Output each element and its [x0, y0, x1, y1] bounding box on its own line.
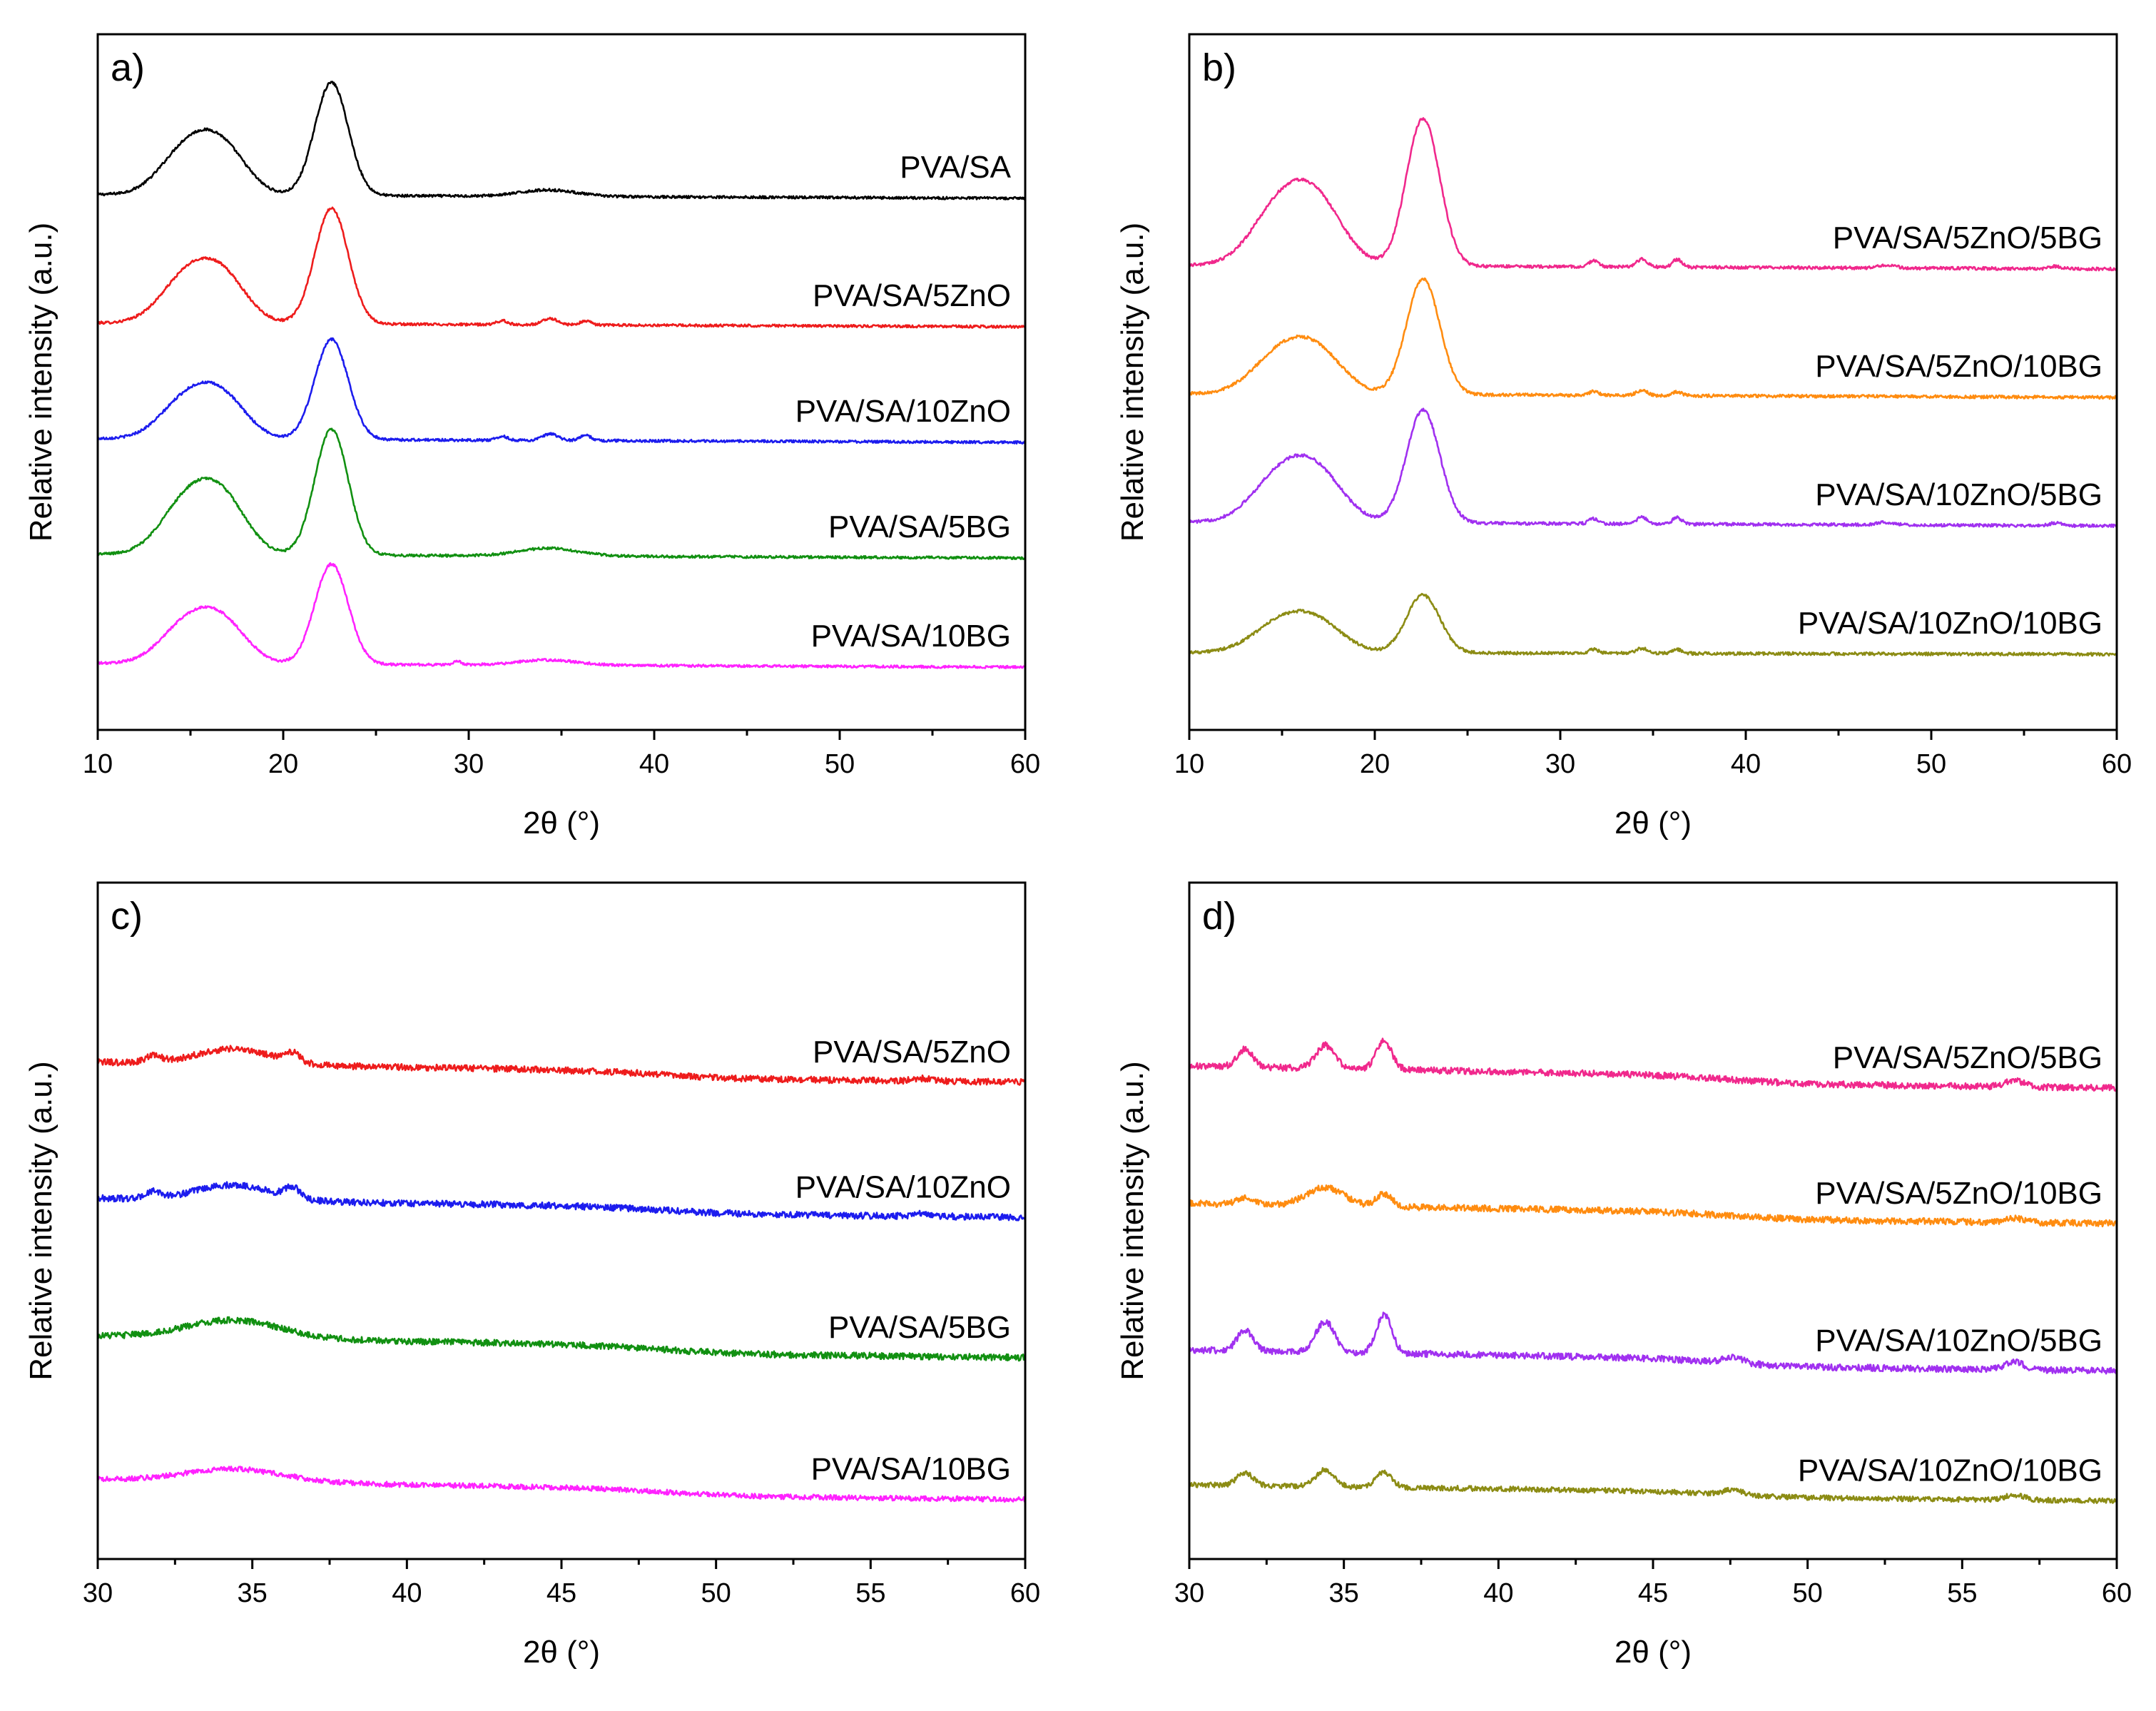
x-tick-label: 10	[83, 749, 113, 779]
series-label: PVA/SA/5ZnO/10BG	[1815, 349, 2102, 384]
x-tick-label: 35	[238, 1578, 268, 1608]
series-label: PVA/SA/10ZnO	[795, 394, 1011, 429]
x-tick-label: 45	[1638, 1578, 1668, 1608]
x-axis-label: 2θ (°)	[523, 806, 600, 841]
x-tick-label: 40	[392, 1578, 422, 1608]
series-label: PVA/SA	[900, 150, 1011, 185]
series-line	[1189, 1467, 2117, 1504]
x-tick-label: 30	[1174, 1578, 1204, 1608]
x-tick-label: 50	[1793, 1578, 1823, 1608]
x-tick-label: 40	[1483, 1578, 1513, 1608]
x-tick-label: 40	[639, 749, 669, 779]
series-label: PVA/SA/5ZnO/10BG	[1815, 1176, 2102, 1211]
x-axis-label: 2θ (°)	[523, 1635, 600, 1670]
x-tick-label: 40	[1731, 749, 1761, 779]
x-tick-label: 60	[1010, 1578, 1040, 1608]
x-tick-label: 20	[1360, 749, 1390, 779]
panel-label: c)	[111, 895, 143, 938]
series-label: PVA/SA/5BG	[828, 509, 1011, 544]
y-axis-label: Relative intensity (a.u.)	[1115, 223, 1150, 542]
x-tick-label: 35	[1329, 1578, 1359, 1608]
y-axis-label: Relative intensity (a.u.)	[24, 1061, 59, 1381]
panel-label: d)	[1202, 895, 1236, 938]
series-line	[1189, 117, 2117, 272]
series-line	[1189, 407, 2117, 529]
series-label: PVA/SA/10BG	[811, 1451, 1011, 1486]
series-label: PVA/SA/5ZnO	[813, 278, 1011, 313]
x-tick-label: 20	[268, 749, 298, 779]
series-line	[98, 1045, 1025, 1086]
series-line	[1189, 592, 2117, 657]
series-line	[98, 1466, 1025, 1503]
panel-c: PVA/SA/5ZnO PVA/SA/10ZnO PVA/SA/5BG PVA/SA/…	[24, 881, 1040, 1670]
series-line	[98, 1316, 1025, 1362]
x-tick-label: 60	[1010, 749, 1040, 779]
x-tick-label: 50	[825, 749, 855, 779]
series-line	[98, 206, 1025, 329]
series-label: PVA/SA/10ZnO	[795, 1169, 1011, 1204]
series-label: PVA/SA/5ZnO/5BG	[1833, 1040, 2102, 1075]
x-tick-label: 60	[2102, 1578, 2132, 1608]
panel-label: b)	[1202, 46, 1236, 89]
x-tick-label: 55	[1947, 1578, 1977, 1608]
series-label: PVA/SA/5BG	[828, 1310, 1011, 1345]
series-label: PVA/SA/10ZnO/5BG	[1815, 1324, 2102, 1359]
series-label: PVA/SA/10ZnO/10BG	[1798, 606, 2102, 641]
x-tick-label: 30	[83, 1578, 113, 1608]
series-line	[98, 337, 1025, 445]
panel-d: PVA/SA/5ZnO/5BG PVA/SA/5ZnO/10BG PVA/SA/10…	[1115, 881, 2132, 1670]
series-label: PVA/SA/10ZnO/10BG	[1798, 1453, 2102, 1488]
x-tick-label: 10	[1174, 749, 1204, 779]
x-tick-label: 50	[701, 1578, 731, 1608]
panel-a: PVA/SA PVA/SA/5ZnO PVA/SA/10ZnO PVA/SA/5BG P…	[24, 33, 1040, 841]
panel-label: a)	[111, 46, 145, 89]
series-line	[98, 1181, 1025, 1222]
x-tick-label: 60	[2102, 749, 2132, 779]
series-line	[1189, 1037, 2117, 1092]
series-line	[98, 81, 1025, 200]
y-axis-label: Relative intensity (a.u.)	[24, 223, 59, 542]
series-line	[1189, 1311, 2117, 1375]
series-line	[1189, 277, 2117, 400]
series-line	[1189, 1184, 2117, 1228]
x-axis-label: 2θ (°)	[1615, 1635, 1692, 1670]
x-axis-label: 2θ (°)	[1615, 806, 1692, 841]
x-tick-label: 30	[454, 749, 484, 779]
series-label: PVA/SA/10BG	[811, 619, 1011, 654]
series-label: PVA/SA/10ZnO/5BG	[1815, 477, 2102, 512]
x-tick-label: 55	[855, 1578, 885, 1608]
series-label: PVA/SA/5ZnO	[813, 1035, 1011, 1070]
x-tick-label: 30	[1545, 749, 1575, 779]
x-tick-label: 45	[546, 1578, 576, 1608]
x-tick-label: 50	[1916, 749, 1946, 779]
series-line	[98, 427, 1025, 560]
y-axis-label: Relative intensity (a.u.)	[1115, 1061, 1150, 1381]
panel-b: PVA/SA/5ZnO/5BG PVA/SA/5ZnO/10BG PVA/SA/10…	[1115, 33, 2132, 841]
series-line	[98, 562, 1025, 669]
series-label: PVA/SA/5ZnO/5BG	[1833, 220, 2102, 255]
